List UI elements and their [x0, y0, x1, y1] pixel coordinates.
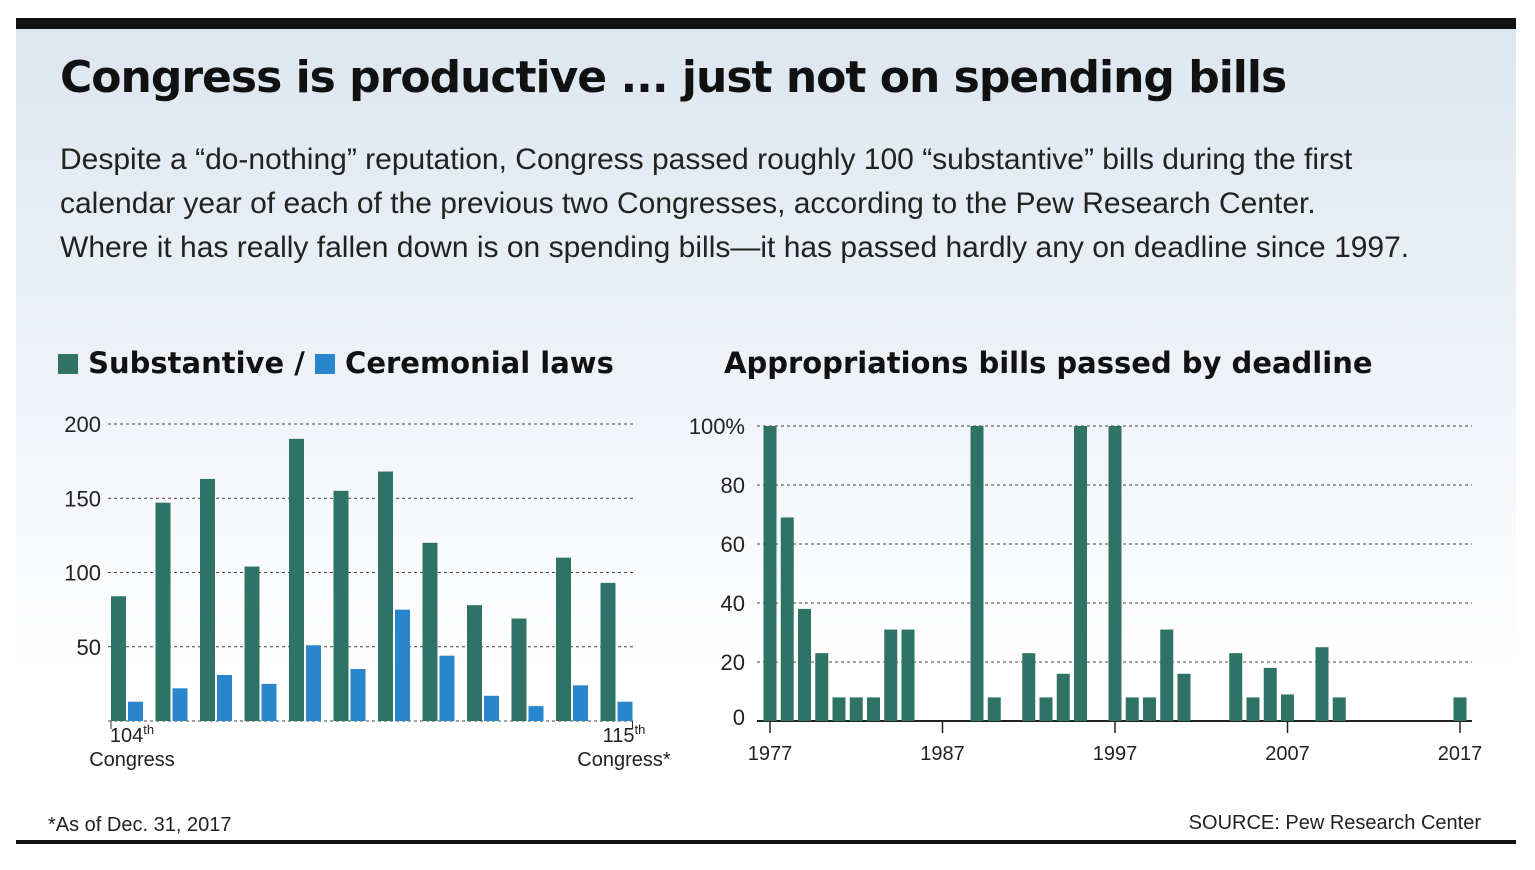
ceremonial-bar	[573, 685, 588, 721]
substantive-bar	[200, 478, 215, 721]
footnote: *As of Dec. 31, 2017	[48, 814, 232, 836]
appropriations-bar	[1177, 673, 1191, 721]
subtitle-line: calendar year of each of the previous tw…	[60, 187, 1316, 220]
appropriations-bar	[1229, 653, 1243, 721]
x-tick-label: 1977	[748, 743, 793, 765]
source-credit: SOURCE: Pew Research Center	[1188, 812, 1481, 834]
subtitle: Despite a “do-nothing” reputation, Congr…	[60, 138, 1490, 270]
ceremonial-bar	[484, 695, 499, 721]
page-title: Congress is productive ... just not on s…	[60, 52, 1287, 103]
appropriations-bar	[1022, 653, 1036, 721]
appropriations-bar	[1246, 697, 1260, 721]
substantive-bar	[244, 566, 260, 721]
substantive-bar	[467, 605, 482, 721]
appropriations-bar	[867, 697, 880, 721]
substantive-bar	[111, 596, 126, 721]
appropriations-bar	[832, 697, 846, 721]
appropriations-bar	[1143, 697, 1156, 721]
substantive-bar	[378, 471, 393, 721]
bottom-rule	[16, 840, 1516, 844]
x-tick-label: 2017	[1438, 743, 1483, 765]
ceremonial-bar	[128, 701, 143, 721]
substantive-bar	[422, 542, 438, 721]
appropriations-bar	[849, 697, 863, 721]
ceremonial-bar	[261, 683, 277, 721]
ceremonial-bar	[528, 706, 544, 721]
appropriations-bar	[1074, 426, 1087, 721]
substantive-legend-label: Substantive /	[88, 346, 305, 380]
appropriations-bar	[1281, 694, 1294, 721]
appropriations-bar	[815, 653, 829, 721]
x-tick-label: 1997	[1093, 743, 1138, 765]
y-tick-label: 100	[64, 561, 101, 586]
substantive-bar	[289, 438, 304, 721]
y-tick-label: 150	[64, 486, 101, 511]
first-congress-label: 104th	[110, 722, 154, 747]
y-tick-label: 20	[721, 650, 745, 675]
appropriations-bar	[970, 426, 984, 721]
substantive-bar	[333, 490, 349, 721]
last-congress-label: 115th	[603, 722, 646, 747]
substantive-bar	[155, 502, 171, 721]
substantive-legend-swatch	[58, 354, 78, 374]
subtitle-line: Despite a “do-nothing” reputation, Congr…	[60, 143, 1353, 176]
y-tick-label: 100%	[689, 414, 745, 439]
top-rule	[16, 18, 1516, 29]
appropriations-bar	[1160, 629, 1174, 721]
ceremonial-legend-swatch	[314, 354, 335, 374]
appropriations-bar	[780, 517, 794, 721]
appropriations-bar	[901, 629, 915, 721]
ceremonial-bar	[617, 701, 633, 721]
subtitle-line: Where it has really fallen down is on sp…	[60, 231, 1410, 264]
appropriations-chart: 0 20 40 60 80 100% 1977 1987 1997 2007 2017	[689, 414, 1483, 765]
y-tick-label: 60	[721, 532, 745, 557]
ceremonial-bar	[306, 645, 321, 721]
ceremonial-bar	[395, 609, 410, 721]
appropriations-bar	[1263, 667, 1277, 721]
last-congress-label-line2: Congress*	[577, 749, 671, 771]
y-tick-label: 200	[64, 412, 101, 437]
ceremonial-bar	[350, 669, 366, 721]
laws-chart-legend: Substantive / Ceremonial laws	[58, 346, 614, 380]
x-tick-label: 2007	[1265, 743, 1310, 765]
appropriations-bar	[1315, 647, 1329, 721]
appropriations-bar	[1039, 697, 1053, 721]
y-tick-label: 80	[721, 473, 745, 498]
y-tick-label: 0	[733, 705, 745, 730]
substantive-bar	[600, 582, 616, 721]
ceremonial-bar	[172, 688, 188, 721]
appropriations-bar	[798, 608, 811, 721]
ceremonial-bar	[217, 674, 232, 721]
ceremonial-legend-label: Ceremonial laws	[345, 346, 614, 380]
substantive-bar	[511, 618, 527, 721]
y-tick-label: 50	[77, 635, 101, 660]
ceremonial-bar	[439, 655, 455, 721]
appropriations-bar	[1125, 697, 1139, 721]
appropriations-bar	[884, 629, 898, 721]
appropriations-bar	[987, 697, 1001, 721]
appropriations-bar	[1056, 673, 1070, 721]
first-congress-label-line2: Congress	[89, 749, 175, 771]
appropriations-bar	[763, 426, 777, 721]
y-tick-label: 40	[721, 591, 745, 616]
appropriations-bar	[1108, 426, 1122, 721]
x-tick-label: 1987	[920, 743, 965, 765]
substantive-bar	[556, 557, 571, 721]
appropriations-bar	[1453, 697, 1467, 721]
appropriations-bar	[1332, 697, 1346, 721]
appropriations-chart-title: Appropriations bills passed by deadline	[724, 346, 1373, 380]
